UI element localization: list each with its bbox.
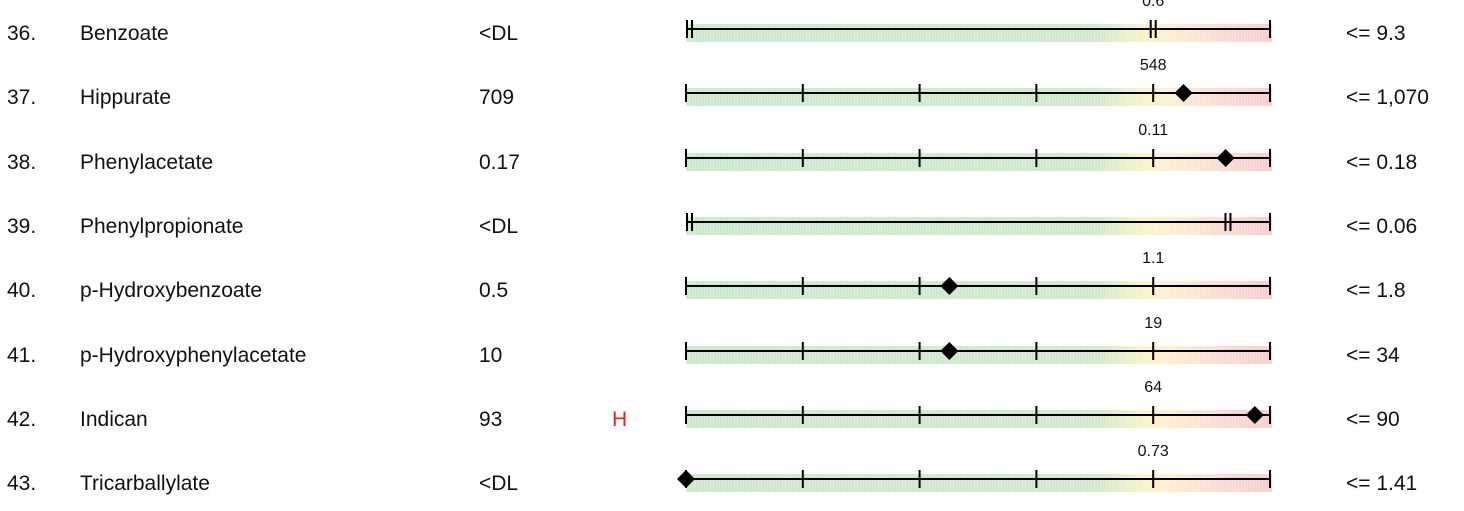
reference-range: <= 9.3: [1346, 22, 1406, 45]
range-scale: 19: [685, 315, 1271, 360]
result-marker: [677, 470, 695, 489]
row-number: 40.: [7, 279, 37, 303]
row-number: 42.: [7, 407, 37, 431]
reference-range: <= 1.41: [1346, 472, 1418, 496]
reference-range: <= 90: [1346, 407, 1400, 431]
result-value: 0.17: [479, 150, 520, 174]
upper-limit-label: 64: [1144, 379, 1162, 396]
result-value: <DL: [479, 214, 519, 238]
analyte-name: Phenylpropionate: [80, 214, 244, 238]
range-scale: 1.1: [685, 250, 1271, 296]
result-value: 10: [479, 343, 503, 367]
range-scale: 0.73: [677, 443, 1271, 489]
upper-limit-label: 548: [1140, 57, 1167, 74]
analyte-name: Tricarballylate: [80, 472, 210, 496]
range-scale: 0.6: [686, 0, 1271, 38]
upper-limit-label: 0.11: [1138, 122, 1168, 139]
analyte-name: Hippurate: [80, 86, 172, 110]
result-row: 41. p-Hydroxyphenylacetate 10 19 <= 34: [0, 306, 1464, 370]
result-row: 40. p-Hydroxybenzoate 0.5 1.1 <= 1.8: [0, 241, 1464, 305]
upper-limit-label: 1.1: [1142, 250, 1164, 267]
range-scale: 548: [685, 57, 1271, 103]
reference-range: <= 1,070: [1346, 86, 1429, 110]
reference-range: <= 1.8: [1346, 279, 1406, 303]
analyte-name: Benzoate: [80, 22, 169, 45]
range-scale: 0.11: [685, 122, 1271, 167]
result-row: 43. Tricarballylate <DL 0.73 <= 1.41: [0, 434, 1464, 498]
result-value: <DL: [479, 22, 519, 45]
result-value: 709: [479, 86, 515, 110]
reference-range: <= 0.06: [1346, 214, 1418, 238]
result-row: 38. Phenylacetate 0.17 0.11 <= 0.18: [0, 113, 1464, 177]
analyte-name: p-Hydroxyphenylacetate: [80, 343, 307, 367]
upper-limit-label: 19: [1144, 315, 1162, 332]
reference-range: <= 0.18: [1346, 150, 1418, 174]
row-number: 36.: [7, 22, 37, 45]
row-number: 39.: [7, 214, 37, 238]
analyte-name: p-Hydroxybenzoate: [80, 279, 263, 303]
analyte-name: Indican: [80, 407, 148, 431]
reference-range: <= 34: [1346, 343, 1400, 367]
result-marker: [1216, 148, 1235, 167]
result-value: 93: [479, 407, 503, 431]
row-number: 43.: [7, 472, 37, 496]
upper-limit-label: 0.73: [1138, 443, 1169, 460]
range-scale: 64: [685, 379, 1271, 424]
high-flag: H: [612, 407, 628, 431]
upper-limit-label: 0.6: [1142, 0, 1164, 10]
result-row: 39. Phenylpropionate <DL <= 0.06: [0, 177, 1464, 241]
result-marker: [940, 341, 959, 360]
row-number: 37.: [7, 86, 37, 110]
result-row: 37. Hippurate 709 548 <= 1,070: [0, 48, 1464, 112]
result-row: 42. Indican 93 H 64 <= 90: [0, 370, 1464, 434]
result-value: 0.5: [479, 279, 509, 303]
result-row: 36. Benzoate <DL 0.6 <= 9.3: [0, 0, 1464, 48]
row-number: 41.: [7, 343, 37, 367]
result-marker: [1174, 84, 1193, 103]
result-value: <DL: [479, 472, 519, 496]
result-marker: [1245, 405, 1264, 424]
row-number: 38.: [7, 150, 37, 174]
range-scale: [686, 212, 1271, 231]
result-marker: [940, 277, 959, 296]
analyte-name: Phenylacetate: [80, 150, 214, 174]
